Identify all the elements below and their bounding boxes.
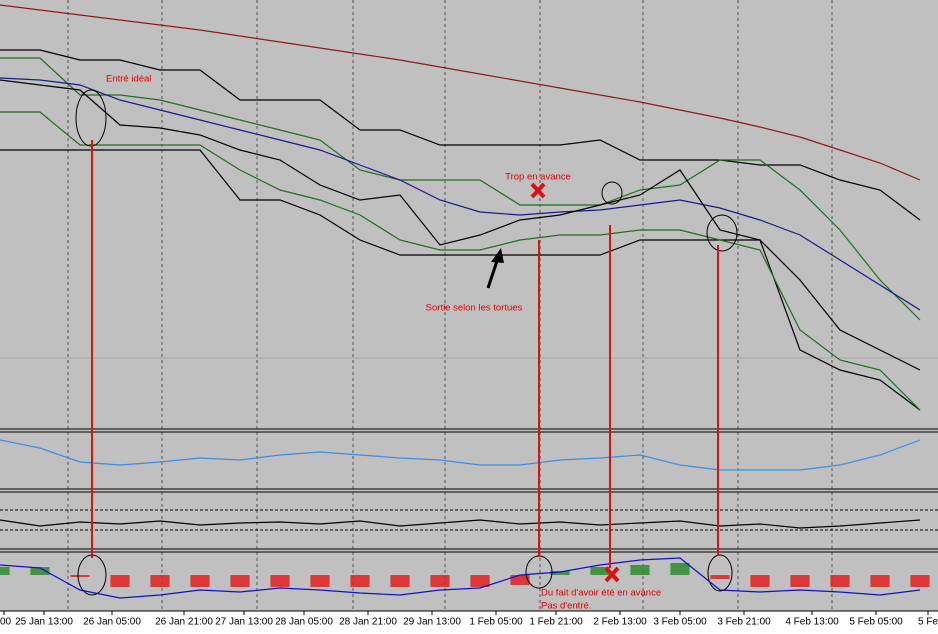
x-tick-label: 4 Feb 13:00 xyxy=(785,617,839,628)
series-line xyxy=(0,149,921,411)
panel-separators xyxy=(0,428,938,553)
histogram-bar xyxy=(0,567,10,575)
histogram-bar xyxy=(150,575,170,587)
x-tick-label: 3 Feb 05:00 xyxy=(653,617,707,628)
series-line xyxy=(0,111,921,411)
x-tick-label: 28 Jan 21:00 xyxy=(339,617,397,628)
x-tick-label: 1 Feb 05:00 xyxy=(469,617,523,628)
x-tick-label: 1 Feb 21:00 xyxy=(529,617,583,628)
x-tick-label: 00 xyxy=(0,617,12,628)
histogram-bar xyxy=(830,575,850,587)
series-line xyxy=(0,77,921,311)
x-tick-label: 28 Jan 05:00 xyxy=(275,617,333,628)
histogram-bar xyxy=(270,575,290,587)
x-tick-label: 5 Feb 05:00 xyxy=(849,617,903,628)
annotation: Trop en avance xyxy=(505,172,571,183)
connector-lines xyxy=(91,140,719,568)
x-tick-label: 26 Jan 05:00 xyxy=(83,617,141,628)
x-tick-label: 2 Feb 13:00 xyxy=(593,617,647,628)
annotation: Du fait d'avoir été en avance xyxy=(541,588,661,599)
x-tick-label: 5 Fe xyxy=(918,617,938,628)
histogram-bar xyxy=(550,571,570,575)
histogram-bar xyxy=(870,575,890,587)
plot: Entré idéal Trop en avance Sortie selon le… xyxy=(0,4,938,628)
histogram-bar xyxy=(30,567,50,575)
histogram-bar xyxy=(430,575,450,587)
annotation: Pas d'entré. xyxy=(541,601,591,612)
x-tick-label: 27 Jan 13:00 xyxy=(215,617,273,628)
histogram-bar xyxy=(390,575,410,587)
x-tick-label: 26 Jan 21:00 xyxy=(155,617,213,628)
x-tick-label: 3 Feb 21:00 xyxy=(717,617,771,628)
x-axis-bar xyxy=(0,611,938,634)
series-line xyxy=(0,4,921,181)
histogram-bar xyxy=(310,575,330,587)
arrow xyxy=(486,248,504,289)
series-line xyxy=(0,557,921,599)
histogram-bar xyxy=(590,567,610,575)
annotation: Sortie selon les tortues xyxy=(426,303,523,314)
series-line xyxy=(0,519,921,529)
histogram-bar xyxy=(470,575,490,587)
histogram-bar xyxy=(910,575,930,587)
histogram-bar xyxy=(110,575,130,587)
x-tick-label: 25 Jan 13:00 xyxy=(15,617,73,628)
red-crosses xyxy=(530,182,620,583)
histogram-bar xyxy=(190,575,210,587)
histogram-bar xyxy=(710,575,730,579)
x-tick-label: 29 Jan 13:00 xyxy=(403,617,461,628)
histogram-bar xyxy=(630,565,650,575)
histogram-bar xyxy=(230,575,250,587)
histogram-bar xyxy=(790,575,810,587)
histogram-bar xyxy=(510,575,530,585)
histogram-bar xyxy=(350,575,370,587)
series-line xyxy=(0,439,921,471)
histogram-bar xyxy=(670,563,690,575)
histogram-bar xyxy=(70,575,90,577)
series-line xyxy=(0,79,921,371)
series-line xyxy=(0,57,921,321)
annotation: Entré idéal xyxy=(106,74,151,85)
histogram-bar xyxy=(750,575,770,587)
